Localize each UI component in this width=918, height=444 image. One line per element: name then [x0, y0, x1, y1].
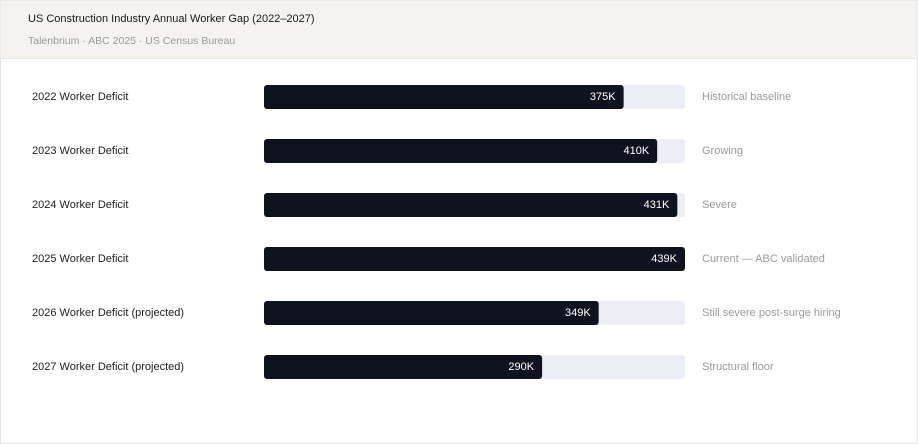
- annotation: Current — ABC validated: [702, 253, 825, 265]
- value-label: 410K: [623, 145, 649, 157]
- bar: [264, 355, 543, 379]
- annotation: Structural floor: [702, 361, 774, 373]
- category-label: 2025 Worker Deficit: [32, 253, 128, 265]
- annotation: Severe: [702, 199, 737, 211]
- category-label: 2026 Worker Deficit (projected): [32, 307, 184, 319]
- category-label: 2024 Worker Deficit: [32, 199, 128, 211]
- category-label: 2022 Worker Deficit: [32, 91, 128, 103]
- category-label: 2023 Worker Deficit: [32, 145, 128, 157]
- category-label: 2027 Worker Deficit (projected): [32, 361, 184, 373]
- bar: [264, 193, 678, 217]
- value-label: 431K: [644, 199, 670, 211]
- bar: [264, 247, 685, 271]
- annotation: Still severe post-surge hiring: [702, 307, 841, 319]
- chart-title: US Construction Industry Annual Worker G…: [28, 13, 315, 25]
- value-label: 439K: [651, 253, 677, 265]
- value-label: 349K: [565, 307, 591, 319]
- annotation: Growing: [702, 145, 743, 157]
- bar: [264, 85, 624, 109]
- annotation: Historical baseline: [702, 91, 791, 103]
- bar: [264, 139, 658, 163]
- chart-subtitle: Talenbrium · ABC 2025 · US Census Bureau: [28, 35, 235, 47]
- value-label: 290K: [508, 361, 534, 373]
- bar: [264, 301, 599, 325]
- header: [0, 0, 918, 59]
- value-label: 375K: [590, 91, 616, 103]
